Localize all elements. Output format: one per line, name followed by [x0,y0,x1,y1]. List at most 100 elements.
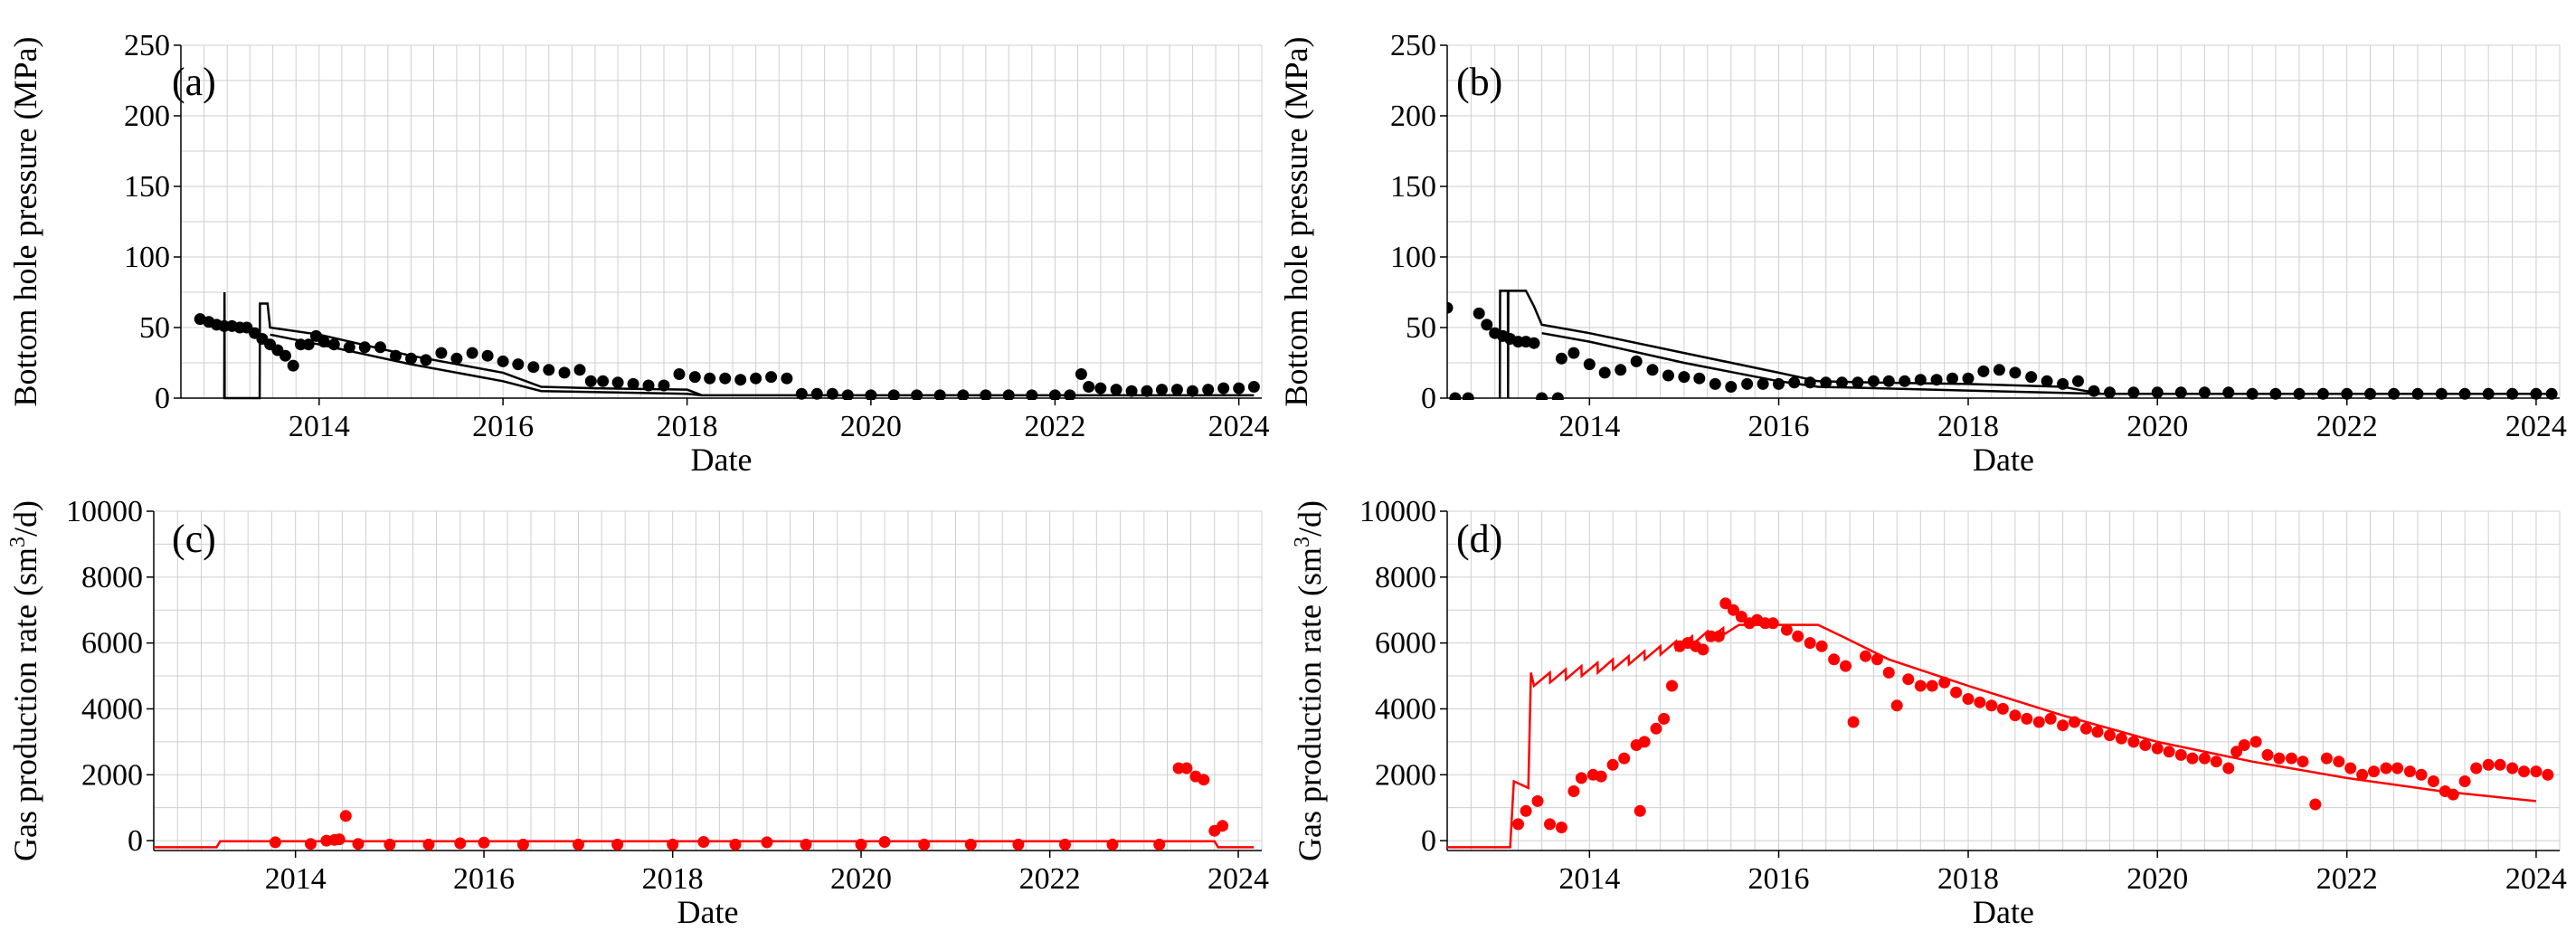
observed-point [1836,376,1848,389]
observed-point [352,838,365,851]
x-tick-label: 2022 [1019,862,1081,896]
observed-point [435,347,448,359]
observed-point [317,336,330,348]
observed-point [1666,680,1678,692]
y-tick-label: 0 [1421,382,1436,415]
observed-point [1125,385,1138,397]
observed-point [405,352,417,365]
observed-point [1083,381,1095,393]
x-tick-label: 2014 [289,410,350,443]
observed-point [512,358,525,371]
observed-point [2057,719,2069,732]
observed-point [1551,392,1564,400]
grid [1446,44,2561,399]
x-axis-label: Date [1973,894,2034,930]
observed-point [1598,366,1611,379]
observed-point [933,389,946,400]
observed-point [911,389,923,400]
observed-point [1650,722,1662,735]
observed-point [1788,376,1801,389]
observed-point [2458,775,2471,787]
observed-point [2210,756,2222,768]
observed-point [1757,377,1769,390]
y-axis-label-main: Bottom hole pressure (MPa) [7,37,43,407]
simulated-series-line [1498,290,2552,399]
observed-point [1766,617,1779,630]
x-tick-label: 2018 [657,410,718,443]
observed-point [2506,762,2519,775]
observed-point [1882,666,1895,679]
x-tick-label: 2022 [2316,862,2378,896]
observed-point [2186,752,2199,765]
observed-point [1528,337,1540,349]
observed-point [980,389,992,400]
x-tick-label: 2014 [265,862,327,896]
observed-point [667,838,679,851]
y-tick-label: 250 [1390,29,1436,62]
observed-point [2127,386,2140,399]
observed-point [2174,386,2187,399]
observed-point [420,354,432,366]
observed-point [957,389,970,400]
observed-point [2069,716,2080,728]
observed-point [390,349,402,362]
observed-point [841,389,854,400]
observed-point [2269,387,2282,400]
observed-point [1693,372,1706,385]
y-tick-label: 150 [1390,170,1436,204]
observed-point [2341,387,2353,400]
observed-point [627,377,639,390]
observed-point [704,372,716,385]
y-tick-label: 100 [124,241,170,274]
observed-point [2427,775,2439,787]
observed-point [269,836,281,849]
observed-point [2403,765,2416,778]
observed-point [1186,385,1198,397]
observed-point [2542,768,2554,781]
observed-point [2025,371,2038,384]
observed-point [2530,765,2543,778]
y-tick-label: 0 [128,824,143,858]
observed-point [2088,385,2100,397]
observed-point [765,371,778,384]
observed-point [1544,818,1556,831]
observed-point [1890,699,1903,712]
x-tick-label: 2018 [642,862,704,896]
observed-point [1820,376,1833,389]
observed-point [2297,756,2309,768]
observed-point [2041,375,2053,387]
observed-point [1106,838,1119,851]
observed-point [1946,372,1958,385]
y-axis-label-sup: 3 [6,537,30,547]
observed-point [2415,768,2428,781]
observed-point [761,836,773,849]
observed-point [2380,762,2392,775]
observed-point [384,838,396,851]
observed-point [1977,365,1990,377]
panel-d: 0 2000 4000 6000 8000 10000 2014 2016 2018 2020 20… [1291,495,2567,930]
x-tick-label: 2020 [2126,410,2188,443]
observed-point [1170,384,1183,396]
observed-point [2368,765,2380,778]
y-tick-label: 0 [155,382,170,415]
observed-point [855,838,867,851]
observed-point [1974,696,1986,708]
observed-point [2115,732,2127,745]
observed-point [1141,385,1153,397]
observed-point [287,359,299,372]
y-axis-label-tail: /d) [1292,500,1328,537]
observed-point [1658,712,1671,725]
observed-point [918,838,931,851]
observed-point [1048,389,1061,400]
observed-point [1583,358,1596,371]
observed-point [2174,748,2187,761]
observed-point [1950,686,1963,699]
observed-point [826,387,838,400]
observed-point [2364,387,2376,400]
observed-point [810,387,823,400]
observed-point [1520,804,1532,817]
observed-point [1914,680,1927,692]
observed-point [1059,838,1071,851]
observed-point [1662,369,1674,382]
